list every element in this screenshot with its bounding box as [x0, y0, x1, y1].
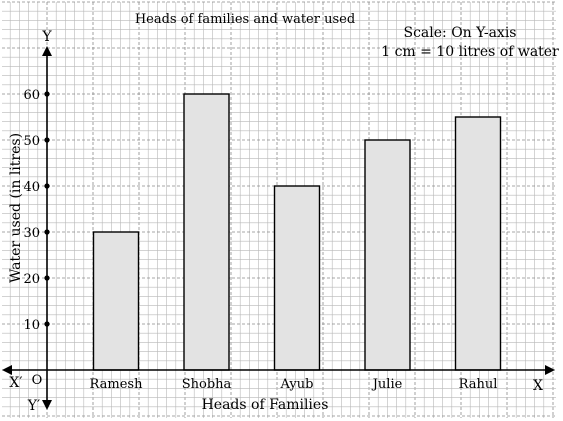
y-tick-dot [44, 229, 50, 235]
y-axis-arrow-up [42, 46, 52, 56]
y-tick-label-60: 60 [23, 88, 40, 103]
y-tick-dot [44, 275, 50, 281]
y-axis-letter: Y [41, 29, 52, 45]
origin-letter: O [32, 373, 43, 388]
chart-title: Heads of families and water used [135, 12, 355, 27]
bar-shobha [183, 93, 230, 371]
x-axis-arrow-left [2, 365, 12, 375]
y-tick-dot [44, 91, 50, 97]
scale-note-line-2: 1 cm = 10 litres of water [381, 44, 559, 60]
x-axis-arrow-right [545, 365, 555, 375]
bar-ramesh [92, 231, 140, 371]
x-tick-label-shobha: Shobha [182, 377, 232, 392]
x-axis-letter: X [533, 378, 543, 394]
x-tick-label-rahul: Rahul [459, 377, 498, 392]
y-axis-title: Water used (in litres) [8, 133, 24, 283]
x-tick-label-ayub: Ayub [280, 377, 314, 392]
y-tick-dot [44, 321, 50, 327]
x-tick-label-ramesh: Ramesh [90, 377, 144, 392]
y-ticks: 10 20 30 40 50 60 [23, 88, 50, 333]
bar-ayub [273, 185, 321, 371]
y-tick-label-50: 50 [23, 134, 40, 149]
y-tick-label-10: 10 [23, 318, 40, 333]
bar-julie [364, 139, 411, 371]
x-axis-title: Heads of Families [202, 397, 329, 413]
y-tick-dot [44, 183, 50, 189]
y-tick-dot [44, 137, 50, 143]
y-axis-arrow-down [42, 400, 52, 410]
y-tick-label-20: 20 [23, 272, 40, 287]
x-tick-labels: Ramesh Shobha Ayub Julie Rahul [90, 377, 498, 392]
y-tick-label-40: 40 [23, 180, 40, 195]
y-neg-letter: Y′ [27, 398, 40, 414]
y-tick-label-30: 30 [23, 226, 40, 241]
scale-note-line-1: Scale: On Y-axis [404, 25, 517, 41]
x-neg-letter: X′ [9, 375, 22, 391]
x-tick-label-julie: Julie [371, 377, 403, 392]
bar-rahul [454, 116, 502, 371]
